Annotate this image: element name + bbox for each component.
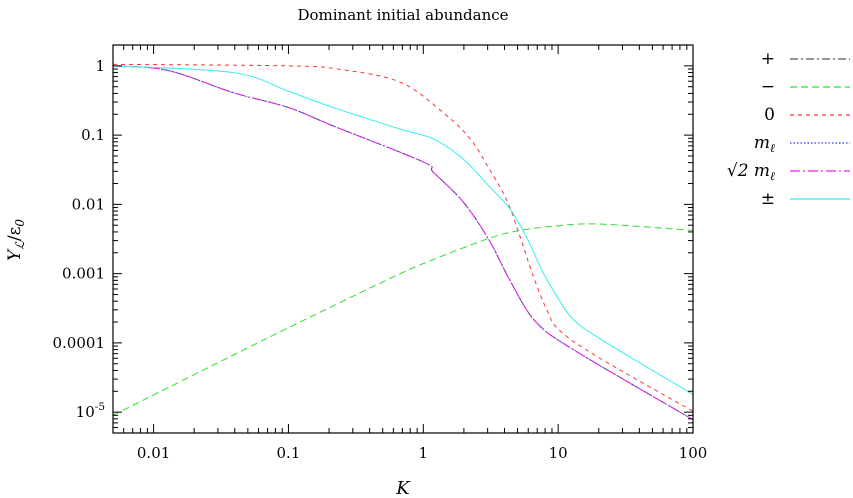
x-tick-label: 0.1	[277, 444, 301, 462]
legend-label-0: +	[761, 49, 775, 69]
series-line-3	[112, 65, 694, 421]
x-tick-label: 10	[549, 444, 568, 462]
y-tick-label: 0.001	[62, 265, 105, 283]
series-line-4	[112, 65, 694, 421]
series-line-0	[112, 65, 694, 421]
x-axis-label: K	[395, 478, 411, 498]
y-tick-label: 0.0001	[53, 334, 106, 352]
x-tick-label: 1	[419, 444, 429, 462]
x-tick-label: 0.01	[137, 444, 170, 462]
plot-frame	[112, 44, 694, 434]
plot-curves	[112, 63, 694, 421]
series-line-5	[112, 65, 694, 395]
y-axis-label: Yℒ​/ε0​	[5, 219, 27, 261]
y-tick-label: 1	[95, 57, 105, 75]
y-tick-label: 10-5	[76, 401, 105, 421]
legend-label-4: √2 mℓ​	[727, 161, 775, 183]
y-tick-label: 0.1	[81, 126, 105, 144]
axis-ticks: 0.01 0.1 1 10 100 1 0.1 0.01 0.001 0.0001 10-5	[53, 44, 708, 462]
legend-label-5: ±	[761, 189, 775, 209]
series-line-2	[112, 63, 694, 412]
y-tick-label: 0.01	[72, 195, 105, 213]
legend: + − 0 mℓ​ √2 mℓ​ ±	[727, 49, 850, 209]
x-tick-label: 100	[679, 444, 708, 462]
series-line-1	[112, 223, 694, 416]
legend-label-1: −	[761, 77, 775, 97]
legend-label-2: 0	[764, 105, 775, 125]
legend-label-3: mℓ​	[754, 133, 775, 155]
chart-title: Dominant initial abundance	[297, 6, 508, 24]
